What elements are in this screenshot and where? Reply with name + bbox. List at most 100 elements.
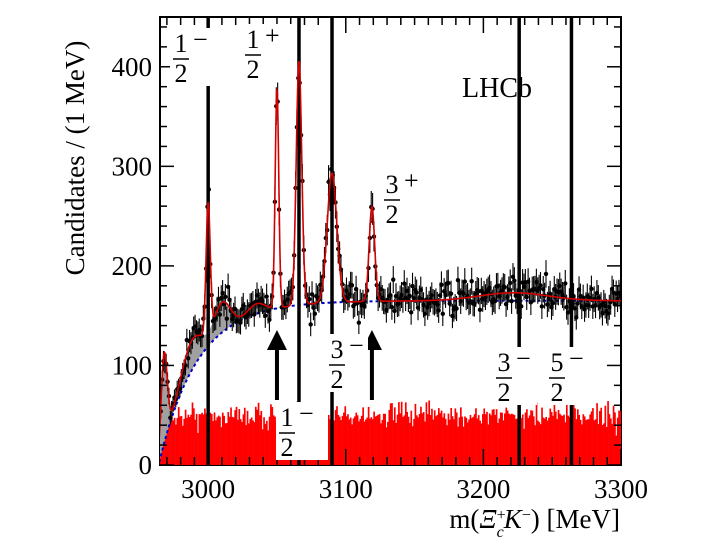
wrong-sign-bin <box>462 426 465 465</box>
wrong-sign-bin <box>264 423 267 465</box>
wrong-sign-bin <box>245 425 247 465</box>
wrong-sign-bin <box>389 403 392 465</box>
data-point <box>349 271 355 299</box>
jp-label: 12+ <box>242 21 292 84</box>
fit-line <box>160 60 621 439</box>
wrong-sign-bin <box>612 405 615 465</box>
wrong-sign-bin <box>348 419 351 465</box>
wrong-sign-bin <box>418 413 421 465</box>
data-point <box>407 283 412 309</box>
jp-label: 32− <box>493 344 537 407</box>
wrong-sign-bin <box>502 420 505 465</box>
wrong-sign-bin <box>447 413 450 465</box>
wrong-sign-bin <box>407 416 410 465</box>
data-point <box>264 283 269 310</box>
y-tick-label: 100 <box>112 350 153 380</box>
wrong-sign-bin <box>542 417 545 465</box>
wrong-sign-bin <box>574 408 576 465</box>
data-point <box>462 268 468 296</box>
wrong-sign-bin <box>576 409 579 465</box>
wrong-sign-bin <box>594 419 597 465</box>
wrong-sign-bin <box>223 415 225 465</box>
wrong-sign-bin <box>436 414 439 465</box>
data-point <box>519 293 524 319</box>
wrong-sign-bin <box>268 416 271 465</box>
wrong-sign-bin <box>171 414 173 465</box>
wrong-sign-bin <box>232 417 235 465</box>
wrong-sign-bin <box>349 417 352 465</box>
wrong-sign-bin <box>380 423 382 465</box>
wrong-sign-bin <box>444 418 447 465</box>
wrong-sign-bin <box>388 409 391 465</box>
data-point <box>408 300 414 325</box>
wrong-sign-bin <box>516 418 519 465</box>
jp-denominator: 2 <box>331 365 344 394</box>
wrong-sign-bin <box>578 415 581 465</box>
jp-numerator: 5 <box>551 348 564 377</box>
wrong-sign-bin <box>180 415 183 465</box>
wrong-sign-bin <box>347 414 349 465</box>
wrong-sign-bin <box>454 408 457 465</box>
wrong-sign-bin <box>400 401 403 465</box>
wrong-sign-bin <box>190 414 192 465</box>
wrong-sign-bin <box>391 403 393 465</box>
wrong-sign-bin <box>231 416 234 465</box>
wrong-sign-bin <box>559 413 561 465</box>
wrong-sign-bin <box>567 415 570 465</box>
wrong-sign-bin <box>420 406 422 465</box>
wrong-sign-bin <box>198 414 201 465</box>
wrong-sign-bin <box>604 405 607 465</box>
data-point <box>267 307 272 332</box>
wrong-sign-bin <box>568 416 571 465</box>
wrong-sign-bin <box>259 415 261 465</box>
wrong-sign-bin <box>527 418 530 465</box>
wrong-sign-bin <box>199 414 202 465</box>
wrong-sign-bin <box>411 426 414 465</box>
wrong-sign-bin <box>398 402 400 465</box>
wrong-sign-bin <box>421 413 424 465</box>
wrong-sign-bin <box>414 403 417 465</box>
wrong-sign-bin <box>563 414 565 465</box>
arrow <box>266 330 287 400</box>
wrong-sign-bin <box>182 425 184 465</box>
wrong-sign-bin <box>526 409 528 465</box>
wrong-sign-bin <box>337 415 340 465</box>
wrong-sign-bin <box>607 401 609 465</box>
wrong-sign-bin <box>553 404 556 465</box>
wrong-sign-bin <box>230 407 232 465</box>
wrong-sign-bin <box>495 409 498 465</box>
wrong-sign-bin <box>344 406 347 465</box>
wrong-sign-bin <box>248 423 250 465</box>
jp-label: 32+ <box>384 166 419 229</box>
wrong-sign-bin <box>265 420 268 465</box>
wrong-sign-bin <box>220 427 223 465</box>
wrong-sign-bin <box>336 406 338 465</box>
wrong-sign-bin <box>188 417 191 465</box>
data-point <box>543 260 549 288</box>
wrong-sign-bin <box>557 409 560 465</box>
data-point <box>436 298 441 323</box>
wrong-sign-bin <box>498 418 501 465</box>
wrong-sign-bin <box>546 420 549 465</box>
wrong-sign-bin <box>608 414 611 465</box>
jp-label: 32− <box>326 331 368 394</box>
wrong-sign-bin <box>369 418 371 465</box>
wrong-sign-bin <box>493 409 495 465</box>
wrong-sign-bin <box>191 402 194 465</box>
wrong-sign-bin <box>587 419 590 465</box>
wrong-sign-bin <box>352 418 355 465</box>
data-point <box>618 282 621 309</box>
wrong-sign-bin <box>210 414 213 465</box>
wrong-sign-bin <box>249 419 252 465</box>
data-point <box>263 303 268 328</box>
wrong-sign-bin <box>586 419 589 465</box>
jp-numerator: 1 <box>175 29 188 58</box>
wrong-sign-bin <box>209 412 212 465</box>
jp-parity: − <box>516 344 531 373</box>
wrong-sign-bin <box>483 408 486 465</box>
wrong-sign-bin <box>471 418 473 465</box>
wrong-sign-bin <box>432 419 435 465</box>
jp-parity: + <box>265 21 280 50</box>
wrong-sign-bin <box>242 414 245 465</box>
wrong-sign-bin <box>227 412 230 465</box>
